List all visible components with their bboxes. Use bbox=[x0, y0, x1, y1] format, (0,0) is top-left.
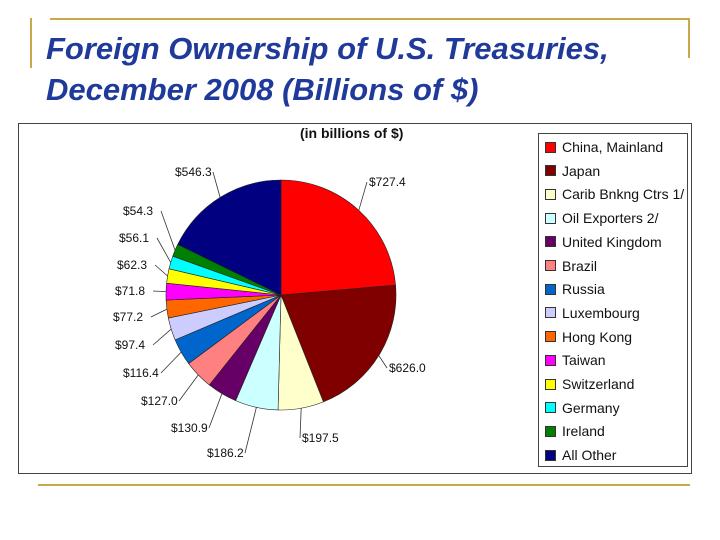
chart-title: (in billions of $) bbox=[300, 125, 404, 141]
data-label: $186.2 bbox=[207, 446, 244, 460]
legend-label: Carib Bnkng Ctrs 1/ bbox=[562, 186, 685, 203]
data-label: $54.3 bbox=[123, 204, 153, 218]
legend-item: Switzerland bbox=[545, 375, 634, 393]
pie-slice-all-other bbox=[177, 179, 282, 296]
leader-line bbox=[152, 290, 167, 292]
leader-line bbox=[150, 308, 168, 318]
data-label: $116.4 bbox=[123, 366, 159, 380]
legend-label: Hong Kong bbox=[562, 328, 633, 345]
data-label: $546.3 bbox=[175, 165, 212, 179]
left-rule bbox=[30, 18, 32, 68]
legend-label: Germany bbox=[562, 399, 620, 416]
legend-label: Ireland bbox=[562, 423, 605, 440]
legend-label: Luxembourg bbox=[562, 304, 640, 321]
legend-item: Japan bbox=[545, 162, 600, 180]
chart-legend: China, Mainland Japan Carib Bnkng Ctrs 1/O… bbox=[538, 133, 688, 467]
leader-line bbox=[358, 181, 368, 211]
legend-swatch bbox=[545, 212, 556, 224]
legend-item: Hong Kong bbox=[545, 328, 632, 346]
legend-swatch bbox=[545, 260, 556, 271]
legend-item: Oil Exporters 2/ bbox=[545, 209, 658, 227]
top-rule bbox=[50, 18, 690, 20]
data-label: $727.4 bbox=[369, 175, 406, 189]
legend-item: United Kingdom bbox=[545, 233, 662, 251]
legend-swatch bbox=[545, 354, 556, 366]
data-label: $62.3 bbox=[117, 258, 147, 272]
legend-item: China, Mainland bbox=[545, 138, 663, 156]
pie-slice-japan bbox=[280, 284, 397, 403]
leader-line bbox=[208, 393, 223, 429]
legend-label: Russia bbox=[562, 281, 605, 298]
leader-line bbox=[160, 210, 176, 251]
legend-item: Russia bbox=[545, 280, 605, 298]
legend-swatch bbox=[545, 425, 556, 437]
legend-label: Oil Exporters 2/ bbox=[562, 210, 659, 227]
legend-label: Switzerland bbox=[562, 376, 635, 392]
legend-label: China, Mainland bbox=[562, 139, 664, 155]
legend-item: Taiwan bbox=[545, 351, 606, 369]
legend-swatch bbox=[545, 402, 556, 414]
legend-item: Brazil bbox=[545, 257, 597, 275]
legend-item: Luxembourg bbox=[545, 304, 640, 322]
legend-label: All Other bbox=[562, 447, 617, 464]
bottom-rule bbox=[38, 484, 690, 486]
leader-line bbox=[299, 408, 302, 439]
legend-swatch bbox=[545, 236, 556, 248]
legend-swatch bbox=[545, 283, 556, 295]
data-label: $77.2 bbox=[113, 310, 143, 324]
right-rule bbox=[688, 18, 690, 58]
legend-swatch bbox=[545, 141, 556, 153]
legend-item: Germany bbox=[545, 399, 620, 417]
data-label: $130.9 bbox=[171, 421, 208, 435]
legend-item: All Other bbox=[545, 446, 616, 464]
legend-swatch bbox=[545, 307, 556, 319]
data-label: $197.5 bbox=[302, 431, 339, 445]
data-label: $56.1 bbox=[119, 231, 149, 245]
leader-line bbox=[160, 351, 182, 374]
legend-swatch bbox=[545, 378, 556, 390]
leader-line bbox=[244, 407, 257, 454]
legend-item: Ireland bbox=[545, 422, 605, 440]
legend-item: Carib Bnkng Ctrs 1/ bbox=[545, 185, 684, 203]
legend-swatch bbox=[545, 449, 556, 461]
pie-slice-china-mainland bbox=[280, 179, 396, 296]
legend-label: United Kingdom bbox=[562, 233, 662, 250]
leader-line bbox=[378, 355, 388, 369]
leader-line bbox=[156, 237, 172, 263]
legend-label: Japan bbox=[562, 162, 601, 179]
page-title: Foreign Ownership of U.S. Treasuries, De… bbox=[46, 31, 609, 107]
leader-line bbox=[178, 374, 199, 402]
leader-line bbox=[152, 328, 172, 346]
leader-line bbox=[154, 264, 168, 277]
leader-line bbox=[212, 171, 221, 198]
data-label: $97.4 bbox=[115, 338, 145, 352]
data-label: $71.8 bbox=[115, 284, 145, 298]
legend-swatch bbox=[545, 188, 556, 200]
legend-label: Brazil bbox=[562, 257, 598, 274]
pie-chart: $727.4 $626.0 $197.5 $186.2 $130.9 $127.0 $116… bbox=[113, 165, 426, 460]
legend-swatch bbox=[545, 331, 556, 343]
data-label: $127.0 bbox=[141, 394, 178, 408]
data-label: $626.0 bbox=[389, 361, 426, 375]
legend-label: Taiwan bbox=[562, 352, 606, 369]
legend-swatch bbox=[545, 165, 556, 177]
